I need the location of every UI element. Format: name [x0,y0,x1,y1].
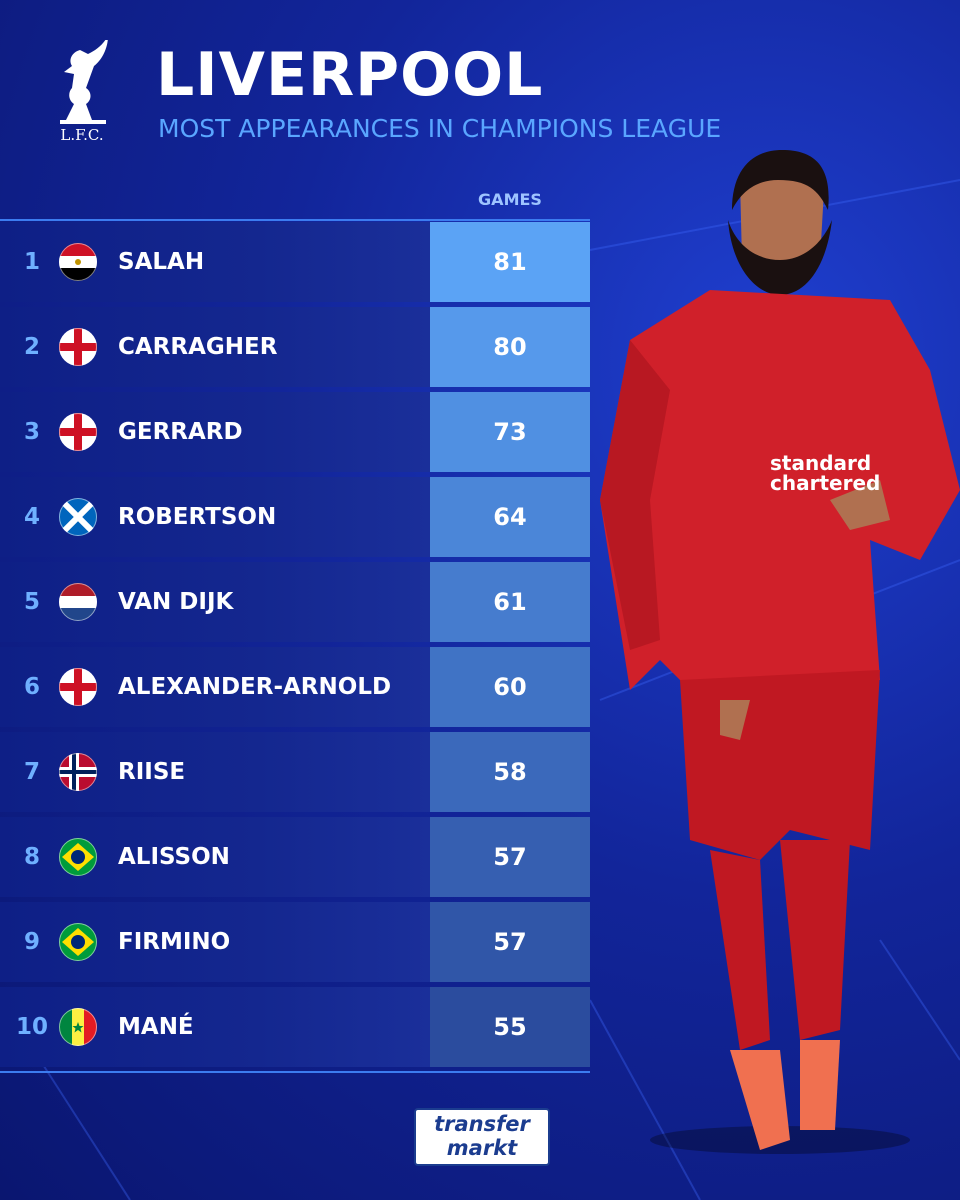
rank: 7 [23,759,40,785]
games: 60 [430,647,590,727]
flag [59,668,97,706]
games: 81 [430,222,590,302]
player-name: CARRAGHER [118,334,278,360]
svg-text:standard: standard [770,451,871,475]
club-crest [60,40,108,124]
flag [59,1008,97,1046]
title: LIVERPOOL [156,40,544,110]
table-row: 8 ALISSON 57 [0,817,590,897]
brand-logo: transfer markt [414,1108,550,1166]
rank: 2 [23,334,40,360]
rank: 3 [23,419,40,445]
flag [59,838,97,876]
table-row: 10 MANÉ 55 [0,987,590,1067]
table-row: 9 FIRMINO 57 [0,902,590,982]
rank: 6 [23,674,40,700]
brand-logo-bottom: markt [446,1136,518,1160]
flag [59,583,97,621]
svg-text:chartered: chartered [770,471,880,495]
column-header: GAMES [478,190,542,209]
logo-text: L.F.C. [60,126,104,144]
flag [59,498,97,536]
flag [59,413,97,451]
player-photo: standard chartered [600,150,960,1154]
rank: 9 [23,929,40,955]
rank: 10 [15,1014,48,1040]
table-row: 7 RIISE 58 [0,732,590,812]
player-name: RIISE [118,759,186,785]
player-name: GERRARD [118,419,243,445]
player-name: ALISSON [118,844,230,870]
table-row: 6 ALEXANDER-ARNOLD 60 [0,647,590,727]
rank: 4 [23,504,40,530]
games: 73 [430,392,590,472]
player-name: VAN DIJK [118,589,234,615]
rank: 8 [23,844,40,870]
player-name: SALAH [118,249,205,275]
table-row: 4 ROBERTSON 64 [0,477,590,557]
games: 58 [430,732,590,812]
flag [59,328,97,366]
player-name: ROBERTSON [118,504,277,530]
games: 55 [430,987,590,1067]
player-name: FIRMINO [118,929,231,955]
games: 61 [430,562,590,642]
table-row: 1 SALAH 81 [0,222,590,302]
games: 80 [430,307,590,387]
flag [59,243,97,281]
games: 57 [430,902,590,982]
flag [59,923,97,961]
rank: 5 [23,589,40,615]
table-row: 3 GERRARD 73 [0,392,590,472]
games: 64 [430,477,590,557]
games: 57 [430,817,590,897]
divider [0,1071,590,1073]
table-row: 5 VAN DIJK 61 [0,562,590,642]
rank: 1 [23,249,40,275]
table-row: 2 CARRAGHER 80 [0,307,590,387]
player-name: MANÉ [118,1014,194,1040]
flag [59,753,97,791]
player-name: ALEXANDER-ARNOLD [118,674,392,700]
brand-logo-top: transfer [434,1112,530,1136]
subtitle: MOST APPEARANCES IN CHAMPIONS LEAGUE [158,114,722,143]
divider [0,219,590,221]
